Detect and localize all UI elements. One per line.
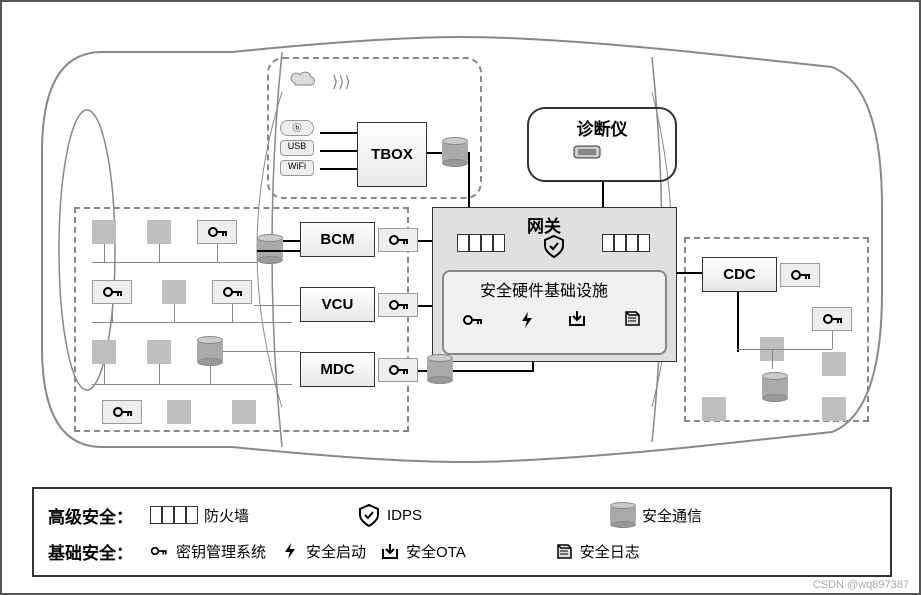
legend-firewall: 防火墙 [150,505,249,526]
diagram-canvas: ⟩⟩⟩ ⓑ USB WiFi TBOX 诊断仪 网关 安全硬件基础设施 BCM … [0,0,921,595]
key-node-bcm [378,228,418,252]
firewall-icon-left [457,234,505,252]
legend-ota: 安全OTA [380,541,466,562]
wireless-icon: ⟩⟩⟩ [332,72,351,92]
legend-row1-label: 高级安全： [48,503,136,528]
bolt-icon [517,310,539,336]
right-node-3 [822,397,846,421]
left-node-5 [147,340,171,364]
right-key-1 [812,307,852,331]
left-key-1 [197,220,237,244]
left-node-4 [92,340,116,364]
cloud-icon [287,67,327,95]
bt-badge: ⓑ [280,120,314,136]
left-node-6 [167,400,191,424]
left-key-2 [92,280,132,304]
ecu-vcu: VCU [300,287,375,322]
left-node-2 [147,220,171,244]
ecu-bcm: BCM [300,222,375,257]
key-node-mdc [378,358,418,382]
ecu-tbox: TBOX [357,122,427,187]
infra-title: 安全硬件基础设施 [480,277,608,301]
right-node-4 [702,397,726,421]
comm-cyl-tbox [442,137,468,167]
download-icon [567,308,595,336]
obd-icon [572,140,632,172]
legend-boot: 安全启动 [280,541,366,562]
key-node-vcu [378,293,418,317]
comm-cyl-right [762,372,788,402]
legend-comm: 安全通信 [610,502,702,528]
key-node-cdc [780,263,820,287]
legend: 高级安全： 防火墙 IDPS 安全通信 基础安全： [32,487,892,577]
log-icon [622,308,650,336]
comm-cyl-left [257,234,283,264]
legend-row2-label: 基础安全： [48,539,136,564]
left-key-3 [212,280,252,304]
legend-key: 密钥管理系统 [150,541,266,562]
left-node-7 [232,400,256,424]
comm-cyl-left2 [197,336,223,366]
left-node-1 [92,220,116,244]
ecu-cdc: CDC [702,257,777,292]
left-key-4 [102,400,142,424]
watermark: CSDN @wq897387 [813,579,909,591]
comm-cyl-mdc [427,354,453,384]
right-node-2 [822,352,846,376]
left-node-3 [162,280,186,304]
usb-badge: USB [280,140,314,156]
firewall-icon-right [602,234,650,252]
wifi-badge: WiFi [280,160,314,176]
key-icon [462,310,490,338]
diagnoser-label: 诊断仪 [577,115,628,140]
shield-icon [542,234,568,262]
legend-log: 安全日志 [554,541,640,562]
ecu-mdc: MDC [300,352,375,387]
legend-idps: IDPS [357,502,422,528]
